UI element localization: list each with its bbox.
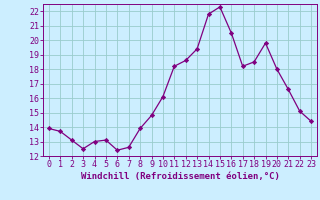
X-axis label: Windchill (Refroidissement éolien,°C): Windchill (Refroidissement éolien,°C) <box>81 172 279 181</box>
